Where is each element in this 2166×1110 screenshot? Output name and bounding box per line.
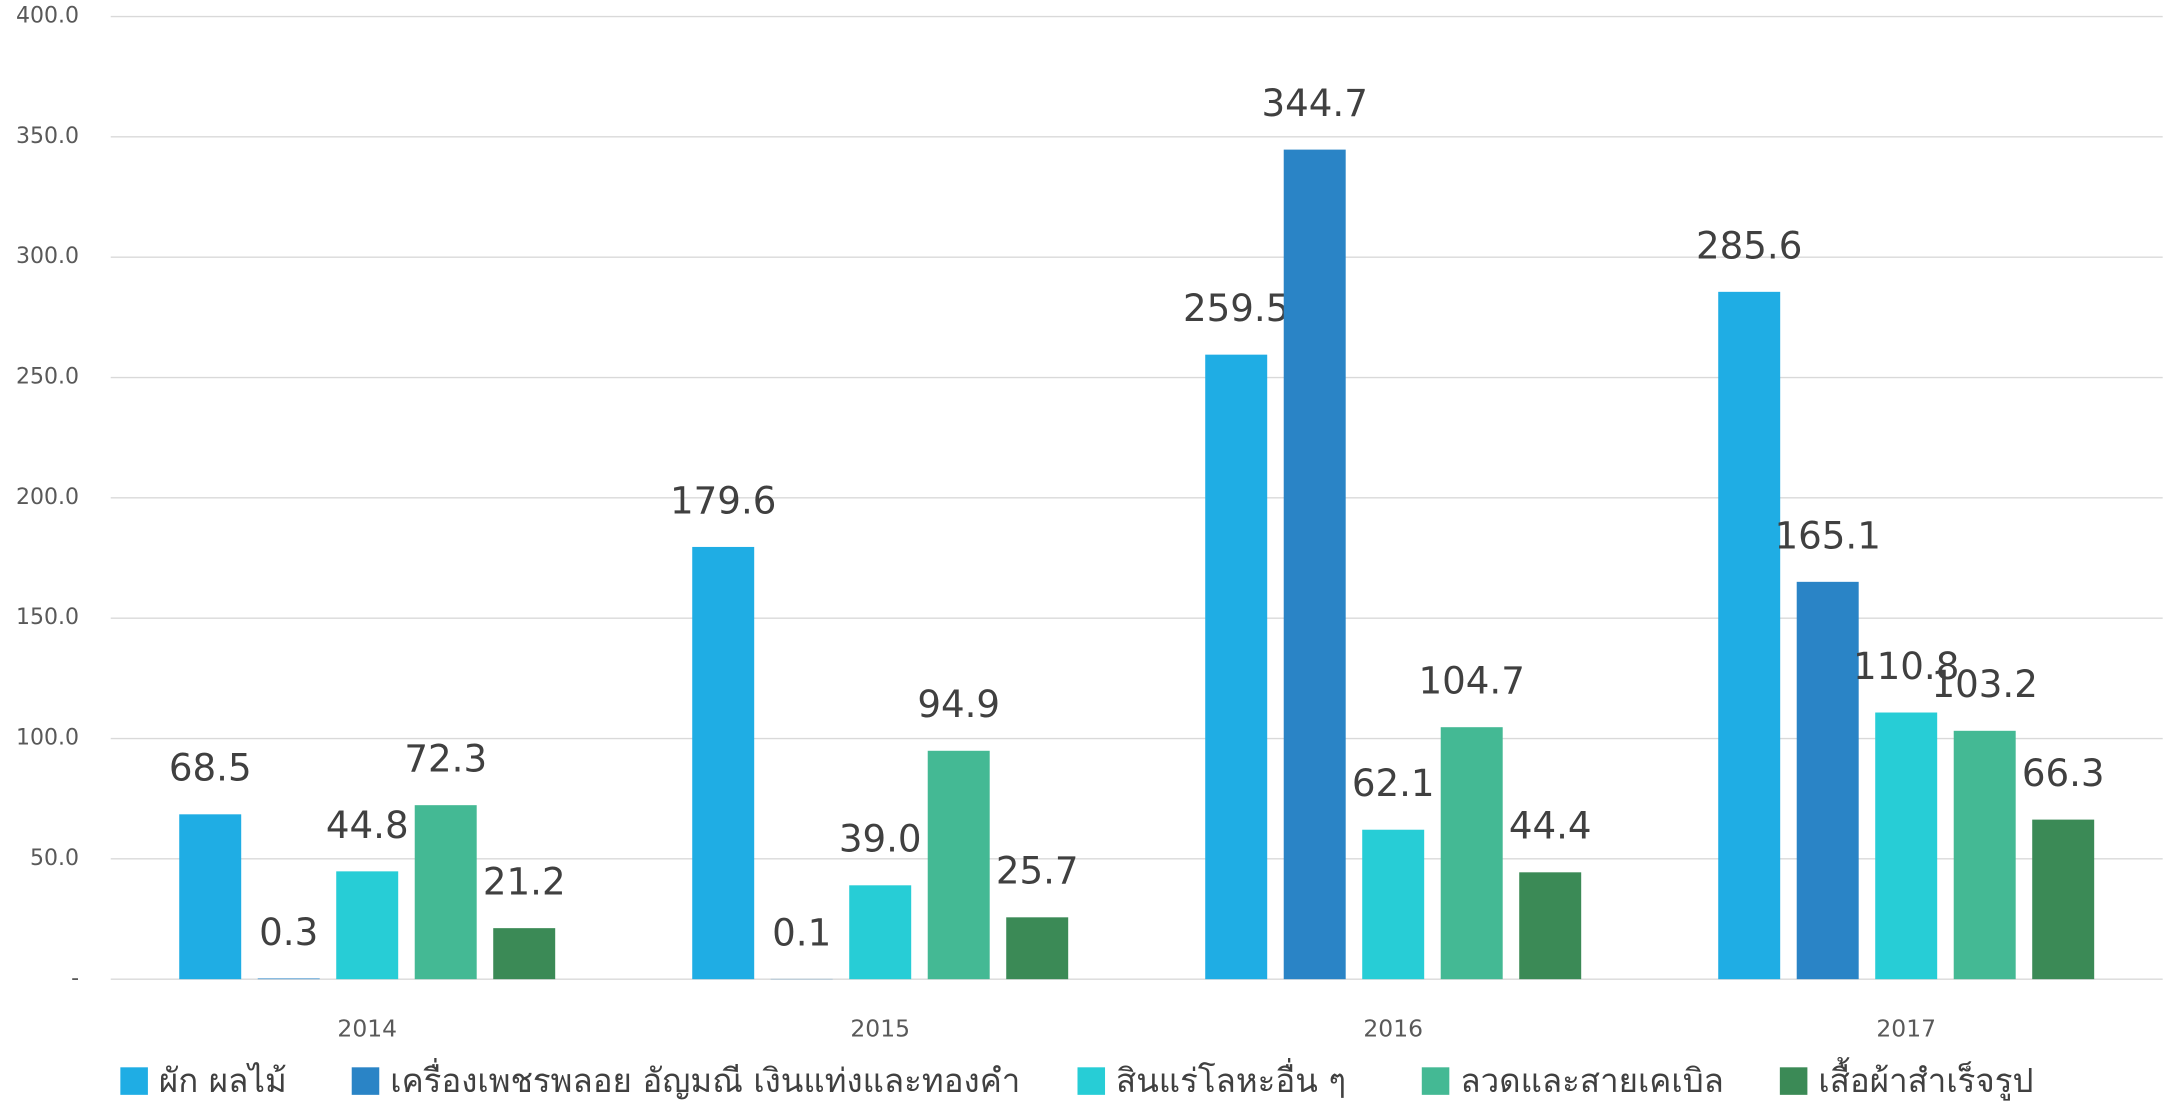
bar [927,750,990,980]
bar [493,928,556,980]
value-label: 0.1 [772,910,831,954]
bar [1283,149,1346,980]
x-tick-label: 2014 [337,1015,397,1043]
value-label: 68.5 [169,746,252,790]
legend-swatch [351,1067,380,1095]
legend-label: ลวดและสายเคเบิล [1460,1061,1724,1100]
legend-label: สินแร่โลหะอื่น ๆ [1116,1058,1346,1100]
bar [1953,730,2016,980]
bar [1875,712,1938,980]
bar [1205,354,1268,980]
bar [692,546,755,980]
y-tick-label: 350.0 [16,124,79,149]
legend-label: เสื้อผ้าสำเร็จรูป [1818,1057,2033,1101]
legend-swatch [1779,1067,1808,1095]
y-tick-label: 250.0 [16,365,79,390]
y-tick-label: 100.0 [16,726,79,751]
bar [414,805,477,980]
bar [1519,872,1582,980]
x-tick-label: 2015 [850,1015,910,1043]
legend-swatch [1077,1067,1106,1095]
value-label: 39.0 [839,817,922,861]
y-tick-label: 150.0 [16,605,79,630]
y-tick-label: 400.0 [16,4,79,29]
bar [849,885,912,980]
value-label: 0.3 [259,910,318,954]
y-tick-label: 200.0 [16,485,79,510]
value-label: 165.1 [1774,513,1880,557]
x-tick-label: 2017 [1876,1015,1936,1043]
bar [1796,581,1859,980]
value-label: 259.5 [1183,286,1289,330]
value-label: 344.7 [1261,81,1367,125]
bar [1440,727,1503,980]
value-label: 44.4 [1509,804,1592,848]
x-tick-label: 2016 [1363,1015,1423,1043]
bar [1006,917,1069,980]
value-label: 179.6 [670,478,776,522]
bar [179,814,242,980]
legend-label: ผัก ผลไม้ [159,1061,287,1100]
value-label: 62.1 [1352,761,1435,805]
bar [2032,819,2095,980]
value-label: 72.3 [404,737,487,781]
y-tick-label: 300.0 [16,244,79,269]
y-tick-label: - [71,966,79,991]
bar [1362,829,1425,980]
legend-swatch [1421,1067,1450,1095]
value-label: 21.2 [483,860,566,904]
value-label: 110.8 [1853,644,1959,688]
value-label: 66.3 [2022,751,2105,795]
value-label: 94.9 [917,682,1000,726]
legend-label: เครื่องเพชรพลอย อัญมณี เงินแท่งและทองคำ [390,1058,1020,1100]
bar [257,978,320,980]
value-label: 44.8 [326,803,409,847]
value-label: 103.2 [1931,662,2037,706]
value-label: 104.7 [1418,659,1524,703]
y-tick-label: 50.0 [30,846,79,871]
value-label: 25.7 [996,849,1079,893]
bar [1718,291,1781,980]
value-label: 285.6 [1696,223,1802,267]
bar [336,871,399,980]
legend-swatch [120,1067,148,1095]
